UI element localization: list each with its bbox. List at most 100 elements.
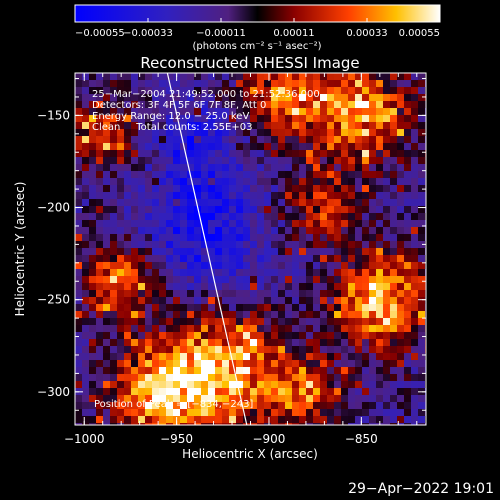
heatmap-cell	[236, 220, 244, 228]
heatmap-cell	[320, 276, 328, 284]
heatmap-cell	[334, 115, 342, 123]
heatmap-cell	[418, 241, 426, 249]
heatmap-cell	[411, 388, 419, 396]
heatmap-cell	[75, 395, 83, 403]
heatmap-cell	[131, 353, 139, 361]
heatmap-cell	[180, 388, 188, 396]
heatmap-cell	[236, 199, 244, 207]
heatmap-cell	[145, 269, 153, 277]
colorbar-tick-label: −0.00055	[75, 28, 125, 39]
heatmap-cell	[418, 157, 426, 165]
heatmap-cell	[355, 87, 363, 95]
heatmap-cell	[110, 374, 118, 382]
heatmap-cell	[243, 290, 251, 298]
heatmap-cell	[397, 192, 405, 200]
heatmap-cell	[369, 213, 377, 221]
heatmap-cell	[271, 360, 279, 368]
heatmap-cell	[215, 339, 223, 347]
heatmap-cell	[362, 101, 370, 109]
heatmap-cell	[201, 87, 209, 95]
heatmap-cell	[138, 192, 146, 200]
heatmap-cell	[152, 255, 160, 263]
heatmap-cell	[390, 395, 398, 403]
heatmap-cell	[355, 157, 363, 165]
heatmap-cell	[404, 87, 412, 95]
heatmap-cell	[362, 423, 370, 425]
heatmap-cell	[418, 381, 426, 389]
heatmap-cell	[236, 129, 244, 137]
heatmap-cell	[194, 129, 202, 137]
heatmap-cell	[229, 283, 237, 291]
heatmap-cell	[173, 122, 181, 130]
heatmap-cell	[278, 402, 286, 410]
heatmap-cell	[243, 311, 251, 319]
heatmap-cell	[194, 353, 202, 361]
heatmap-cell	[404, 388, 412, 396]
heatmap-cell	[124, 234, 132, 242]
heatmap-cell	[306, 164, 314, 172]
heatmap-cell	[110, 199, 118, 207]
heatmap-cell	[383, 367, 391, 375]
heatmap-cell	[271, 381, 279, 389]
heatmap-cell	[341, 339, 349, 347]
heatmap-cell	[215, 395, 223, 403]
heatmap-cell	[124, 143, 132, 151]
heatmap-cell	[159, 283, 167, 291]
heatmap-cell	[264, 73, 272, 81]
heatmap-cell	[271, 255, 279, 263]
heatmap-cell	[418, 94, 426, 102]
heatmap-cell	[285, 290, 293, 298]
heatmap-cell	[82, 227, 90, 235]
heatmap-cell	[355, 199, 363, 207]
heatmap-cell	[103, 234, 111, 242]
heatmap-cell	[362, 234, 370, 242]
heatmap-cell	[159, 332, 167, 340]
heatmap-cell	[327, 115, 335, 123]
heatmap-cell	[376, 101, 384, 109]
heatmap-cell	[292, 143, 300, 151]
heatmap-cell	[264, 87, 272, 95]
heatmap-cell	[334, 101, 342, 109]
heatmap-cell	[89, 94, 97, 102]
heatmap-cell	[117, 311, 125, 319]
heatmap-cell	[124, 276, 132, 284]
heatmap-cell	[173, 115, 181, 123]
heatmap-cell	[166, 115, 174, 123]
heatmap-cell	[257, 213, 265, 221]
heatmap-cell	[411, 318, 419, 326]
heatmap-cell	[75, 346, 83, 354]
heatmap-cell	[257, 346, 265, 354]
heatmap-cell	[131, 94, 139, 102]
heatmap-cell	[159, 80, 167, 88]
heatmap-cell	[299, 332, 307, 340]
heatmap-cell	[166, 241, 174, 249]
heatmap-cell	[110, 171, 118, 179]
heatmap-cell	[376, 318, 384, 326]
heatmap-cell	[89, 101, 97, 109]
heatmap-cell	[117, 220, 125, 228]
heatmap-cell	[348, 220, 356, 228]
heatmap-cell	[152, 192, 160, 200]
heatmap-cell	[320, 115, 328, 123]
heatmap-cell	[418, 227, 426, 235]
heatmap-cell	[264, 332, 272, 340]
heatmap-cell	[334, 185, 342, 193]
heatmap-cell	[173, 178, 181, 186]
heatmap-cell	[180, 87, 188, 95]
heatmap-cell	[264, 416, 272, 424]
heatmap-cell	[152, 346, 160, 354]
heatmap-cell	[341, 360, 349, 368]
heatmap-cell	[201, 178, 209, 186]
heatmap-cell	[89, 332, 97, 340]
heatmap-cell	[180, 374, 188, 382]
heatmap-cell	[103, 122, 111, 130]
heatmap-cell	[117, 402, 125, 410]
heatmap-cell	[383, 311, 391, 319]
heatmap-cell	[285, 171, 293, 179]
heatmap-cell	[404, 241, 412, 249]
heatmap-cell	[376, 199, 384, 207]
heatmap-cell	[152, 269, 160, 277]
heatmap-cell	[145, 115, 153, 123]
heatmap-cell	[397, 73, 405, 81]
heatmap-cell	[75, 402, 83, 410]
